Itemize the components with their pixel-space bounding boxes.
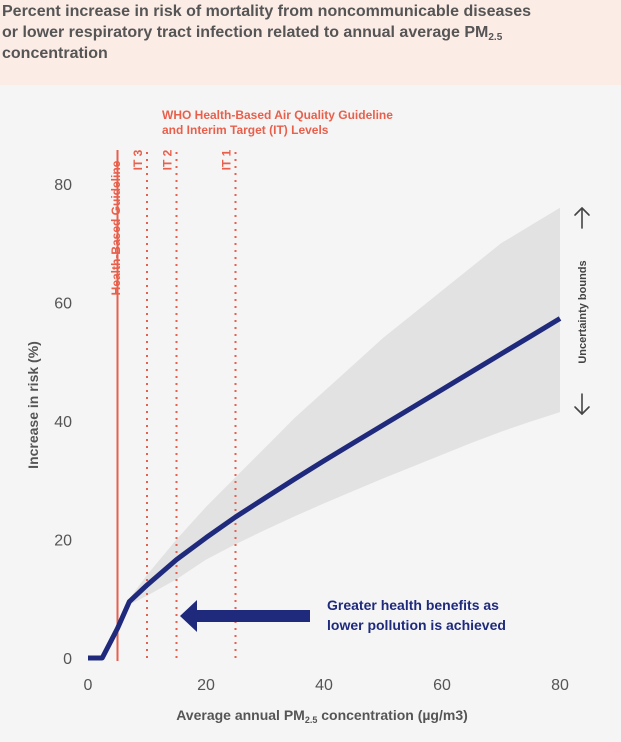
chart-title: Percent increase in risk of mortality fr… [2,1,617,64]
x-tick-label: 0 [84,677,93,694]
title-line-2: or lower respiratory tract infection rel… [2,24,489,41]
who-title-line-2: and Interim Target (IT) Levels [162,123,329,137]
x-tick-label: 20 [197,677,215,694]
uncertainty-band-layer [129,207,561,605]
axis-layer: 0 20 40 60 80 0 20 40 60 80 [54,177,569,694]
x-axis-label: Average annual PM2.5 concentration (µg/m… [176,707,468,725]
uncertainty-label: Uncertainty bounds [577,260,589,363]
callout: Greater health benefits as lower polluti… [180,597,506,633]
interim-target-label: IT 1 [220,149,234,170]
uncertainty-marker: Uncertainty bounds [574,207,590,415]
reference-lines-layer: IT 3 IT 2 IT 1 [116,149,237,661]
curve-layer [88,316,562,661]
x-tick-label: 60 [433,677,451,694]
arrow-up-icon [574,207,590,229]
y-axis-label: Increase in risk (%) [25,341,41,469]
interim-target-label: IT 2 [161,149,175,170]
callout-line-1: Greater health benefits as [327,597,499,613]
x-tick-label: 40 [315,677,333,694]
title-subscript: 2.5 [488,32,503,43]
title-line-3: concentration [2,45,108,62]
arrow-down-icon [574,393,590,415]
y-tick-label: 20 [54,533,72,550]
guideline-label: Health-Based Guideline [109,160,123,295]
y-tick-label: 0 [63,651,72,668]
risk-curve [88,316,562,661]
y-tick-label: 80 [54,177,72,194]
left-arrow-icon [180,600,310,632]
title-line-1: Percent increase in risk of mortality fr… [2,3,532,20]
callout-line-2: lower pollution is achieved [327,617,506,633]
interim-target-label: IT 3 [131,149,145,170]
who-title-line-1: WHO Health-Based Air Quality Guideline [162,108,393,122]
y-tick-label: 60 [54,296,72,313]
x-tick-label: 80 [551,677,569,694]
uncertainty-band [129,207,561,605]
y-tick-label: 40 [54,414,72,431]
chart-header: Percent increase in risk of mortality fr… [0,0,621,85]
